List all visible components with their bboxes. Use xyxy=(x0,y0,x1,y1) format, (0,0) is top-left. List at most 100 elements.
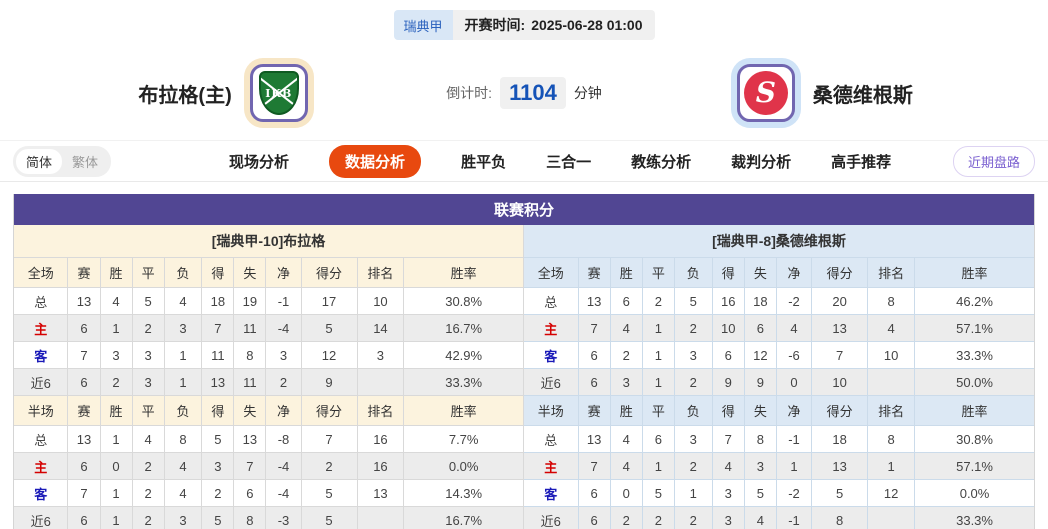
home-logo-letters: IKB xyxy=(265,86,293,100)
column-header: 失 xyxy=(743,257,777,288)
kickoff-label: 开赛时间: xyxy=(464,17,526,33)
table-cell: 0 xyxy=(99,452,133,480)
table-cell: 3 xyxy=(711,506,745,529)
home-standings-table: 全场赛胜平负得失净得分 排名 胜率总 13 4 5 4 18 19 -1 17 10 30.8% 主 6 1 2… xyxy=(14,257,523,529)
table-cell: 2 xyxy=(673,368,713,396)
away-standings-header: [瑞典甲-8]桑德维根斯 xyxy=(524,225,1034,257)
table-cell: 3 xyxy=(609,368,643,396)
table-cell: 16 xyxy=(356,452,405,480)
tab-live-analysis[interactable]: 现场分析 xyxy=(229,153,290,171)
table-cell: -8 xyxy=(265,425,302,453)
table-row: 客 7 3 3 1 11 8 3 12 3 42.9% xyxy=(14,341,523,369)
countdown-block: 倒计时: 1104 分钟 xyxy=(446,77,602,109)
table-cell: 3 xyxy=(356,341,405,369)
column-header: 负 xyxy=(163,395,203,426)
table-cell: 2 xyxy=(300,452,358,480)
table-cell: 6 xyxy=(577,341,611,369)
table-cell: 13 xyxy=(233,425,267,453)
lang-simplified[interactable]: 简体 xyxy=(16,148,63,174)
column-header: 半场 xyxy=(14,395,69,426)
column-header: 赛 xyxy=(67,395,101,426)
away-standings-table: 全场赛胜平负得失净得分 排名 胜率总 13 6 2 5 16 18 -2 20 8 46.2% 主 7 4 1 2… xyxy=(524,257,1034,529)
row-label: 近6 xyxy=(14,506,69,529)
badge-group: 瑞典甲 开赛时间: 2025-06-28 01:00 xyxy=(393,10,655,40)
table-cell: 10 xyxy=(811,368,869,396)
table-cell: 2 xyxy=(673,452,713,480)
table-cell: 13 xyxy=(67,425,101,453)
table-cell: 11 xyxy=(201,341,235,369)
table-cell: 10 xyxy=(356,287,405,315)
table-cell: 13 xyxy=(577,425,611,453)
table-cell: 1 xyxy=(163,368,203,396)
table-cell: 2 xyxy=(131,506,165,529)
row-label: 主 xyxy=(14,452,69,480)
table-cell: 8 xyxy=(811,506,869,529)
tab-win-draw-lose[interactable]: 胜平负 xyxy=(461,153,507,171)
recent-trends-button[interactable]: 近期盘路 xyxy=(952,145,1035,177)
table-cell: 7 xyxy=(577,314,611,342)
column-header: 胜 xyxy=(99,257,133,288)
column-header: 赛 xyxy=(67,257,101,288)
table-cell: 9 xyxy=(711,368,745,396)
table-cell: 12 xyxy=(743,341,777,369)
table-cell: 57.1% xyxy=(914,314,1034,342)
table-cell: 1 xyxy=(641,452,675,480)
row-label: 客 xyxy=(14,479,69,507)
table-cell: 13 xyxy=(67,287,101,315)
table-cell: 4 xyxy=(775,314,813,342)
table-cell: 33.3% xyxy=(914,506,1034,529)
table-row: 总 13 4 6 3 7 8 -1 18 8 30.8% xyxy=(524,425,1034,453)
tab-coach-analysis[interactable]: 教练分析 xyxy=(631,153,692,171)
table-cell: 50.0% xyxy=(914,368,1034,396)
column-header: 赛 xyxy=(577,395,611,426)
column-header: 排名 xyxy=(867,395,916,426)
table-cell: 5 xyxy=(131,287,165,315)
row-label: 总 xyxy=(14,287,69,315)
table-cell: 30.8% xyxy=(914,425,1034,453)
home-standings-header: [瑞典甲-10]布拉格 xyxy=(14,225,523,257)
table-cell: 8 xyxy=(163,425,203,453)
away-team-logo: S xyxy=(736,64,795,122)
table-cell: 14.3% xyxy=(403,479,523,507)
column-header: 排名 xyxy=(356,257,405,288)
table-cell: 1 xyxy=(163,341,203,369)
table-row: 客 6 2 1 3 6 12 -6 7 10 33.3% xyxy=(524,341,1034,369)
table-row: 主 7 4 1 2 4 3 1 13 1 57.1% xyxy=(524,452,1034,480)
column-header: 胜率 xyxy=(914,395,1034,426)
row-label: 主 xyxy=(524,314,579,342)
table-cell: 6 xyxy=(67,314,101,342)
column-header: 得分 xyxy=(300,257,358,288)
table-cell: 0.0% xyxy=(403,452,523,480)
tab-referee-analysis[interactable]: 裁判分析 xyxy=(731,153,792,171)
column-header: 全场 xyxy=(524,257,579,288)
table-cell: 6 xyxy=(67,452,101,480)
table-cell: 11 xyxy=(233,368,267,396)
column-header: 胜 xyxy=(99,395,133,426)
lang-traditional[interactable]: 繁体 xyxy=(72,154,99,170)
column-header: 负 xyxy=(163,257,203,288)
column-header: 净 xyxy=(775,395,813,426)
teams-header: 布拉格(主) IKB 倒计时: 1104 分钟 S 桑德维根斯 xyxy=(0,54,1048,132)
column-header: 得分 xyxy=(811,257,869,288)
table-cell: 6 xyxy=(577,368,611,396)
table-cell: -2 xyxy=(775,287,813,315)
table-cell: 4 xyxy=(609,314,643,342)
home-standings-panel: [瑞典甲-10]布拉格 全场赛胜平负得失净得分 排名 胜率总 13 4 5 4 18 19 -1 1… xyxy=(14,225,524,529)
table-cell: -1 xyxy=(265,287,302,315)
table-row: 客 6 0 5 1 3 5 -2 5 12 0.0% xyxy=(524,479,1034,507)
league-badge[interactable]: 瑞典甲 xyxy=(393,10,453,40)
tab-three-in-one[interactable]: 三合一 xyxy=(546,153,592,171)
countdown-unit: 分钟 xyxy=(573,85,602,101)
column-header: 得分 xyxy=(811,395,869,426)
circle-s-icon: S xyxy=(743,71,788,115)
kickoff-time: 开赛时间: 2025-06-28 01:00 xyxy=(452,10,655,40)
tab-expert-picks[interactable]: 高手推荐 xyxy=(831,153,892,171)
column-header: 全场 xyxy=(14,257,69,288)
table-cell: 1 xyxy=(673,479,713,507)
table-cell: 18 xyxy=(811,425,869,453)
column-header: 平 xyxy=(131,257,165,288)
table-cell: 3 xyxy=(163,314,203,342)
row-label: 主 xyxy=(524,452,579,480)
tab-data-analysis[interactable]: 数据分析 xyxy=(329,144,422,178)
row-label: 主 xyxy=(14,314,69,342)
